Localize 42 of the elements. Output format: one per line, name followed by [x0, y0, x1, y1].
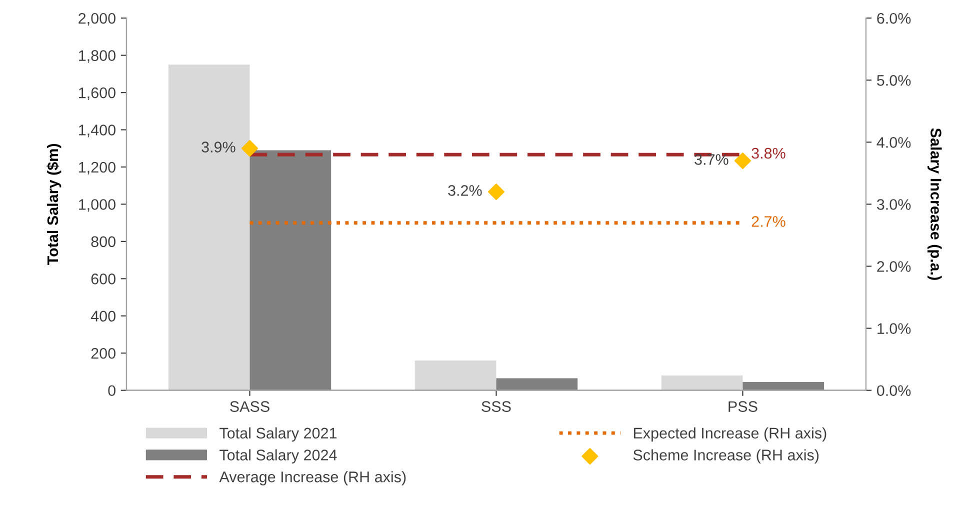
y2-tick-label: 6.0%	[877, 12, 911, 24]
y-tick-label: 1,400	[79, 124, 116, 138]
y-tick-label: 800	[91, 236, 116, 248]
y-tick-label: 1,000	[79, 199, 116, 212]
y2-tick-label: 5.0%	[877, 75, 911, 86]
y2-tick-label: 1.0%	[878, 323, 911, 334]
y-tick-label: 1,800	[79, 50, 116, 63]
y2-axis-title: Salary Increase (p.a.)	[928, 128, 942, 280]
data-label: 3.8%	[752, 148, 786, 159]
bar	[250, 150, 332, 390]
x-tick-label: PSS	[728, 401, 758, 412]
bar	[496, 378, 578, 390]
y-tick-label: 1,600	[79, 87, 116, 100]
data-label: 3.7%	[694, 154, 728, 165]
y-tick-label: 2,000	[78, 12, 116, 26]
point	[241, 140, 258, 157]
point	[734, 152, 752, 170]
y2-tick-label: 4.0%	[876, 137, 911, 148]
legend-label: Total Salary 2021	[220, 427, 337, 442]
y-axis-title: Total Salary ($m)	[46, 144, 62, 266]
y-tick-label: 0	[108, 385, 116, 396]
data-label: 2.7%	[752, 216, 786, 227]
bar	[742, 382, 824, 390]
y2-tick-label: 2.0%	[877, 261, 911, 272]
bar	[168, 64, 250, 390]
legend-label: Scheme Increase (RH axis)	[633, 449, 819, 464]
x-tick-label: SASS	[230, 401, 270, 412]
legend-label: Average Increase (RH axis)	[219, 471, 406, 486]
data-label: 3.9%	[202, 142, 236, 152]
y-tick-label: 1,200	[79, 162, 116, 174]
data-label: 3.2%	[448, 185, 482, 196]
legend-label: Total Salary 2024	[220, 449, 337, 464]
y2-tick-label: 0.0%	[876, 385, 911, 396]
point	[488, 184, 505, 200]
y-tick-label: 400	[90, 310, 116, 322]
y-tick-label: 200	[91, 348, 116, 359]
bar	[414, 360, 496, 390]
x-tick-label: SSS	[482, 401, 511, 412]
y2-tick-label: 3.0%	[876, 199, 911, 210]
legend-label: Expected Increase (RH axis)	[634, 427, 826, 442]
bar	[661, 375, 743, 390]
y-tick-label: 600	[91, 274, 116, 284]
